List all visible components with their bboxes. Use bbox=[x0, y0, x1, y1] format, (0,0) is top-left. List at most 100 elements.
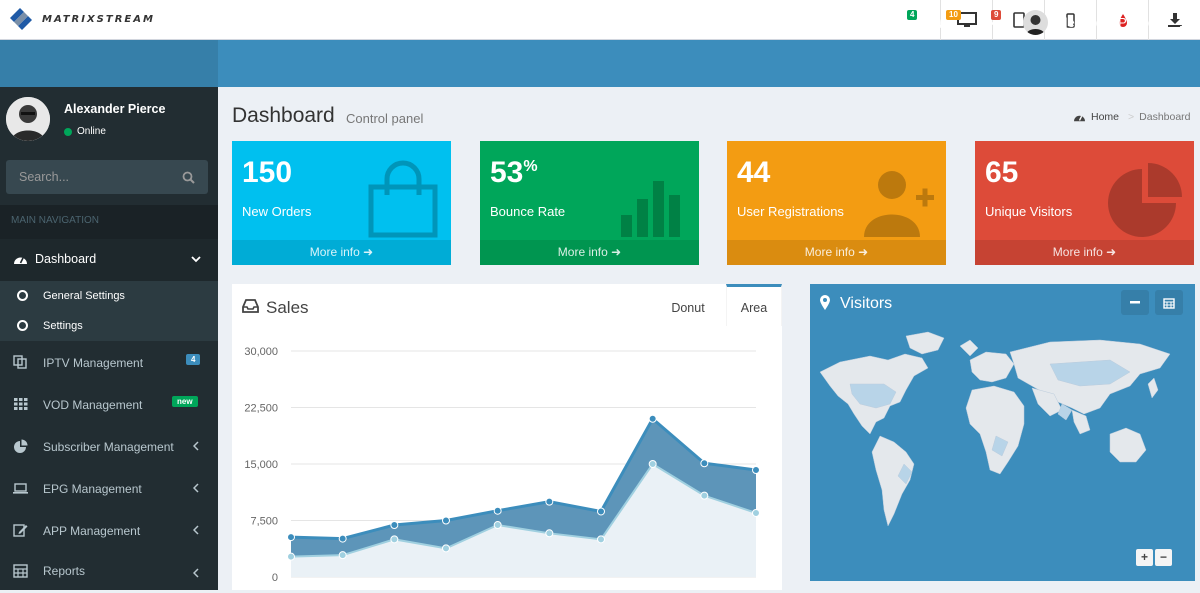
table-icon bbox=[13, 564, 28, 578]
submenu-item-label: Settings bbox=[43, 320, 83, 332]
tab-donut[interactable]: Donut bbox=[671, 301, 705, 315]
breadcrumb-separator: > bbox=[1128, 111, 1135, 123]
notifications-bell-icon[interactable]: 10 bbox=[937, 10, 961, 32]
avatar bbox=[1023, 10, 1048, 35]
chevron-left-icon bbox=[193, 483, 199, 493]
tasks-badge: 9 bbox=[991, 10, 1002, 20]
stat-box-user-registrations: 44 User Registrations More info ➜ bbox=[727, 141, 946, 265]
sidebar-item-subscriber-management[interactable]: Subscriber Management bbox=[0, 425, 218, 467]
dashboard-icon bbox=[14, 257, 27, 264]
tasks-flag-icon[interactable]: 9 bbox=[981, 10, 1002, 32]
chevron-left-icon bbox=[193, 525, 199, 535]
data-point bbox=[545, 497, 554, 506]
messages-badge: 4 bbox=[907, 10, 918, 20]
sidebar-item-label: VOD Management bbox=[43, 398, 143, 412]
gears-icon[interactable] bbox=[1179, 14, 1199, 32]
y-tick-label: 30,000 bbox=[244, 346, 278, 358]
world-map bbox=[819, 331, 1171, 527]
chevron-left-icon bbox=[193, 441, 199, 451]
stat-box-unique-visitors: 65 Unique Visitors More info ➜ bbox=[975, 141, 1194, 265]
sidebar-item-label: Reports bbox=[43, 564, 86, 578]
pie-chart-icon bbox=[14, 439, 28, 453]
sidebar-toggle-icon[interactable] bbox=[231, 17, 245, 29]
arrow-circle-right-icon: ➜ bbox=[858, 245, 869, 259]
sidebar-item-label: Dashboard bbox=[35, 252, 97, 266]
sidebar-item-iptv-management[interactable]: IPTV Management 4 bbox=[0, 341, 218, 383]
sidebar-item-app-management[interactable]: APP Management bbox=[0, 509, 218, 551]
data-point bbox=[442, 516, 450, 525]
header-logo-area bbox=[0, 40, 218, 87]
more-info-link[interactable]: More info ➜ bbox=[975, 240, 1194, 265]
calendar-icon bbox=[1163, 297, 1175, 309]
sidebar-search bbox=[6, 160, 208, 194]
grid-icon bbox=[14, 398, 28, 410]
sidebar: Alexander Pierce Online MAIN NAVIGATION … bbox=[0, 87, 218, 590]
page-subtitle: Control panel bbox=[346, 111, 424, 126]
data-point bbox=[338, 551, 347, 560]
user-status: Online bbox=[64, 126, 106, 137]
inbox-icon bbox=[242, 299, 259, 313]
dashboard-submenu: General Settings Settings bbox=[0, 281, 218, 341]
count-badge: 4 bbox=[186, 354, 201, 365]
sidebar-item-reports[interactable]: Reports bbox=[0, 551, 218, 593]
data-point bbox=[648, 414, 657, 423]
data-point bbox=[493, 506, 502, 515]
series-area-upper bbox=[291, 418, 756, 557]
download-icon[interactable] bbox=[1148, 0, 1200, 40]
stat-value: 44 bbox=[737, 156, 771, 189]
submenu-item-general-settings[interactable]: General Settings bbox=[0, 281, 218, 311]
stat-label: User Registrations bbox=[737, 204, 844, 219]
copy-icon bbox=[13, 355, 27, 369]
y-tick-label: 7,500 bbox=[250, 516, 278, 528]
stat-value: 65 bbox=[985, 156, 1019, 189]
data-point bbox=[700, 491, 709, 500]
dashboard-icon bbox=[1074, 115, 1085, 121]
logo-mark-icon bbox=[10, 8, 32, 30]
stat-label: New Orders bbox=[242, 204, 312, 219]
more-info-link[interactable]: More info ➜ bbox=[727, 240, 946, 265]
sales-panel: Sales Donut Area 30,000 22,500 15,000 7,500… bbox=[232, 284, 782, 590]
submenu-item-settings[interactable]: Settings bbox=[0, 311, 218, 341]
user-panel: Alexander Pierce Online bbox=[6, 97, 212, 142]
sidebar-item-vod-management[interactable]: VOD Management new bbox=[0, 383, 218, 425]
collapse-button[interactable] bbox=[1121, 290, 1149, 315]
user-plus-icon bbox=[864, 171, 934, 237]
zoom-out-button[interactable]: − bbox=[1155, 549, 1172, 566]
y-tick-label: 15,000 bbox=[244, 459, 278, 471]
minus-icon bbox=[1130, 301, 1140, 304]
data-point bbox=[338, 534, 347, 543]
search-input[interactable] bbox=[6, 160, 176, 194]
sidebar-item-label: EPG Management bbox=[43, 482, 142, 496]
data-point bbox=[493, 521, 502, 530]
breadcrumb-current: Dashboard bbox=[1139, 111, 1191, 123]
stat-box-new-orders: 150 New Orders More info ➜ bbox=[232, 141, 451, 265]
stat-value: 53% bbox=[490, 156, 538, 189]
search-icon[interactable] bbox=[182, 171, 195, 184]
data-point bbox=[545, 529, 554, 538]
nav-header: MAIN NAVIGATION bbox=[0, 205, 218, 239]
zoom-in-button[interactable]: + bbox=[1136, 549, 1153, 566]
messages-icon[interactable]: 4 bbox=[895, 10, 918, 32]
data-point bbox=[442, 544, 450, 553]
stat-value: 150 bbox=[242, 156, 293, 189]
more-info-link[interactable]: More info ➜ bbox=[232, 240, 451, 265]
pie-chart-icon bbox=[1108, 163, 1182, 237]
status-text: Online bbox=[77, 126, 106, 137]
data-point bbox=[287, 533, 295, 542]
sidebar-menu: Dashboard General Settings Settings IPTV… bbox=[0, 239, 218, 593]
header-user-menu[interactable]: Alexander Pierce bbox=[1023, 10, 1155, 35]
tab-area[interactable]: Area bbox=[726, 284, 782, 326]
droplet-icon[interactable] bbox=[1096, 0, 1148, 40]
sidebar-item-label: Subscriber Management bbox=[43, 440, 174, 454]
sidebar-item-dashboard[interactable]: Dashboard bbox=[0, 239, 218, 281]
breadcrumb-home-link[interactable]: Home bbox=[1091, 111, 1120, 123]
sidebar-item-epg-management[interactable]: EPG Management bbox=[0, 467, 218, 509]
more-info-link[interactable]: More info ➜ bbox=[480, 240, 699, 265]
date-range-button[interactable] bbox=[1155, 290, 1183, 315]
series-area-lower bbox=[291, 464, 756, 577]
data-point bbox=[287, 552, 295, 561]
map-marker-icon bbox=[820, 295, 830, 310]
online-status-icon bbox=[64, 127, 72, 136]
circle-icon bbox=[17, 320, 28, 331]
logo[interactable]: MATRIXSTREAM bbox=[6, 4, 155, 34]
